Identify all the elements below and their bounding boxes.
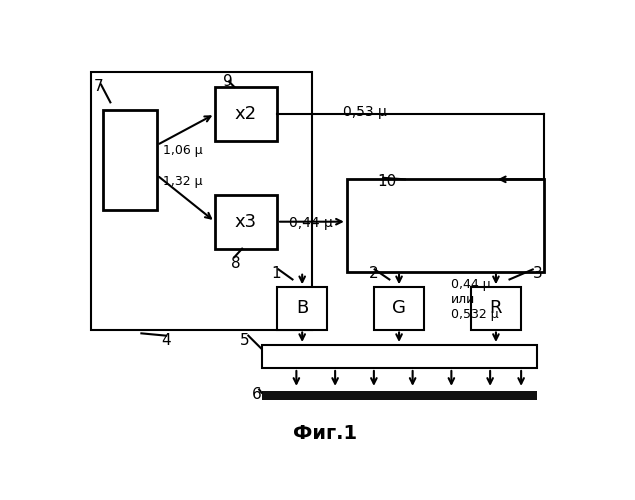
Text: 5: 5 <box>240 334 250 348</box>
Bar <box>277 287 328 330</box>
Text: x2: x2 <box>235 105 257 123</box>
Bar <box>215 87 277 141</box>
Text: 4: 4 <box>161 334 170 348</box>
Bar <box>374 287 424 330</box>
Text: R: R <box>490 300 502 318</box>
Text: 1,32 μ: 1,32 μ <box>163 175 203 188</box>
Text: 7: 7 <box>93 79 103 94</box>
Text: 2: 2 <box>368 266 378 281</box>
Text: 9: 9 <box>223 74 232 89</box>
Text: 8: 8 <box>231 256 240 272</box>
Bar <box>471 287 521 330</box>
Bar <box>215 194 277 248</box>
Text: 0,44 μ
или
0,532 μ: 0,44 μ или 0,532 μ <box>451 278 499 321</box>
Bar <box>91 72 312 330</box>
Text: 0,44 μ: 0,44 μ <box>289 216 332 230</box>
Bar <box>103 110 157 210</box>
Text: Фиг.1: Фиг.1 <box>293 424 357 443</box>
Text: 1,06 μ: 1,06 μ <box>163 144 203 158</box>
Bar <box>347 180 544 272</box>
Text: x3: x3 <box>235 212 257 230</box>
Bar <box>262 391 537 400</box>
Bar <box>262 345 537 368</box>
Text: 1: 1 <box>272 266 281 281</box>
Text: 0,53 μ: 0,53 μ <box>343 104 387 118</box>
Text: B: B <box>296 300 309 318</box>
Text: 6: 6 <box>251 387 261 402</box>
Text: G: G <box>392 300 406 318</box>
Text: 10: 10 <box>378 174 397 189</box>
Text: 3: 3 <box>533 266 542 281</box>
